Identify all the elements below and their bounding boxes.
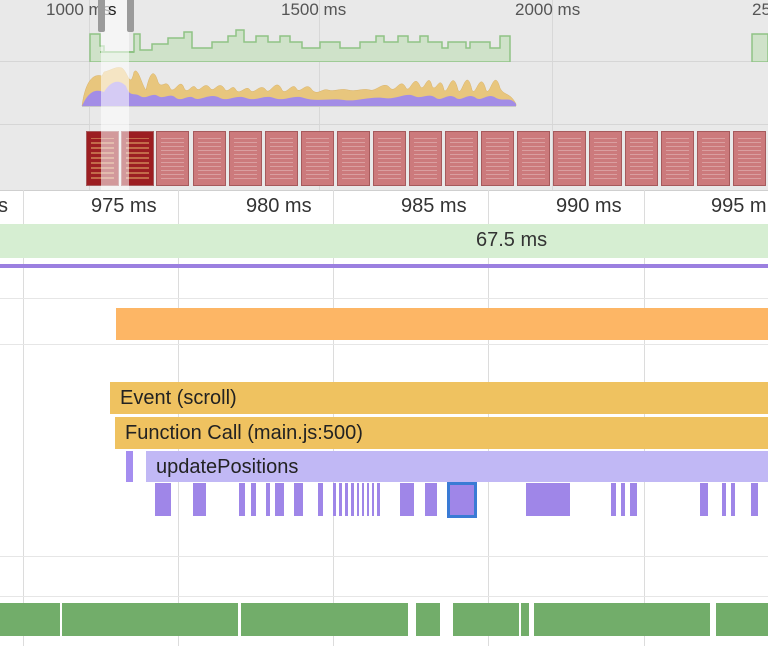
cpu-activity-chart — [81, 67, 517, 107]
selected-call-slice[interactable] — [447, 482, 477, 518]
call-slice[interactable] — [722, 483, 726, 516]
screenshot-thumbnail[interactable] — [589, 131, 622, 186]
screenshot-thumbnail[interactable] — [697, 131, 730, 186]
screenshot-thumbnail[interactable] — [265, 131, 298, 186]
screenshot-thumbnail[interactable] — [481, 131, 514, 186]
call-slice[interactable] — [251, 483, 256, 516]
track-separator — [0, 344, 768, 345]
screenshot-thumbnail[interactable] — [301, 131, 334, 186]
screenshot-thumbnail[interactable] — [733, 131, 766, 186]
screenshot-thumbnail[interactable] — [625, 131, 658, 186]
overview-selection-window[interactable] — [101, 0, 129, 190]
overview-time-label: 25 — [752, 0, 768, 19]
time-ruler[interactable]: s 975 ms 980 ms 985 ms 990 ms 995 m — [0, 190, 768, 224]
call-slice[interactable] — [731, 483, 735, 516]
ruler-tick-label: 980 ms — [246, 195, 312, 217]
update-positions-bar[interactable]: updatePositions — [146, 451, 768, 482]
task-bar[interactable] — [116, 308, 768, 340]
call-slice[interactable] — [275, 483, 284, 516]
call-slice[interactable] — [367, 483, 369, 516]
screenshot-thumbnail[interactable] — [517, 131, 550, 186]
ruler-tick-label: 995 m — [711, 195, 767, 217]
call-slice[interactable] — [372, 483, 374, 516]
small-call-bar[interactable] — [126, 451, 133, 482]
selection-left-handle[interactable] — [98, 0, 105, 32]
track-separator — [0, 596, 768, 597]
call-slice[interactable] — [700, 483, 708, 516]
call-slice[interactable] — [611, 483, 616, 516]
screenshot-thumbnail[interactable] — [553, 131, 586, 186]
selection-right-handle[interactable] — [127, 0, 134, 32]
ruler-tick-label: 990 ms — [556, 195, 622, 217]
function-call-bar[interactable]: Function Call (main.js:500) — [115, 417, 768, 449]
ruler-tick-label: 985 ms — [401, 195, 467, 217]
call-slice[interactable] — [318, 483, 323, 516]
call-slice[interactable] — [339, 483, 342, 516]
overview-gridline — [552, 0, 553, 190]
event-scroll-bar[interactable]: Event (scroll) — [110, 382, 768, 414]
screenshot-thumbnail[interactable] — [661, 131, 694, 186]
call-slice[interactable] — [294, 483, 303, 516]
call-slice[interactable] — [266, 483, 270, 516]
paint-event-bar[interactable] — [716, 603, 768, 636]
fps-chart — [89, 29, 768, 62]
screenshot-thumbnail[interactable] — [156, 131, 189, 186]
frame-duration-label: 67.5 ms — [476, 229, 548, 251]
ruler-tick-label: 975 ms — [91, 195, 157, 217]
track-separator — [0, 556, 768, 557]
overview-row-separator — [0, 124, 768, 125]
paint-event-bar[interactable] — [241, 603, 408, 636]
screenshot-thumbnail[interactable] — [229, 131, 262, 186]
painting-track — [0, 603, 768, 636]
call-slice[interactable] — [751, 483, 758, 516]
screenshot-thumbnail[interactable] — [373, 131, 406, 186]
call-slice[interactable] — [630, 483, 637, 516]
paint-event-bar[interactable] — [521, 603, 529, 636]
call-slice[interactable] — [526, 483, 570, 516]
call-slice[interactable] — [357, 483, 359, 516]
ruler-tick-label: s — [0, 195, 8, 217]
paint-event-bar[interactable] — [0, 603, 60, 636]
call-slice[interactable] — [345, 483, 348, 516]
track-separator — [0, 298, 768, 299]
selection-handle-label: s — [108, 0, 117, 19]
screenshot-thumbnail[interactable] — [337, 131, 370, 186]
call-slice[interactable] — [155, 483, 171, 516]
call-slice[interactable] — [425, 483, 437, 516]
screenshot-thumbnail[interactable] — [445, 131, 478, 186]
paint-event-bar[interactable] — [453, 603, 519, 636]
call-slice[interactable] — [239, 483, 245, 516]
overview-time-label: 1000 ms — [46, 0, 112, 19]
screenshot-thumbnail[interactable] — [409, 131, 442, 186]
gridline — [23, 190, 24, 646]
frame-bar[interactable]: 67.5 ms — [0, 224, 768, 258]
child-calls-row — [0, 483, 768, 516]
update-positions-label: updatePositions — [156, 456, 299, 478]
paint-event-bar[interactable] — [534, 603, 710, 636]
function-call-label: Function Call (main.js:500) — [125, 422, 363, 444]
timeline-overview[interactable]: 1000 ms 1500 ms 2000 ms 25 s — [0, 0, 768, 190]
call-slice[interactable] — [621, 483, 625, 516]
call-slice[interactable] — [333, 483, 336, 516]
call-slice[interactable] — [377, 483, 380, 516]
paint-event-bar[interactable] — [416, 603, 440, 636]
event-scroll-label: Event (scroll) — [120, 387, 237, 409]
call-slice[interactable] — [351, 483, 354, 516]
call-slice[interactable] — [400, 483, 414, 516]
overview-time-label: 2000 ms — [515, 0, 581, 19]
call-slice[interactable] — [362, 483, 364, 516]
overview-time-label: 1500 ms — [281, 0, 347, 19]
screenshot-thumbnail[interactable] — [193, 131, 226, 186]
main-thread-activity-line — [0, 264, 768, 268]
call-slice[interactable] — [193, 483, 206, 516]
paint-event-bar[interactable] — [62, 603, 238, 636]
